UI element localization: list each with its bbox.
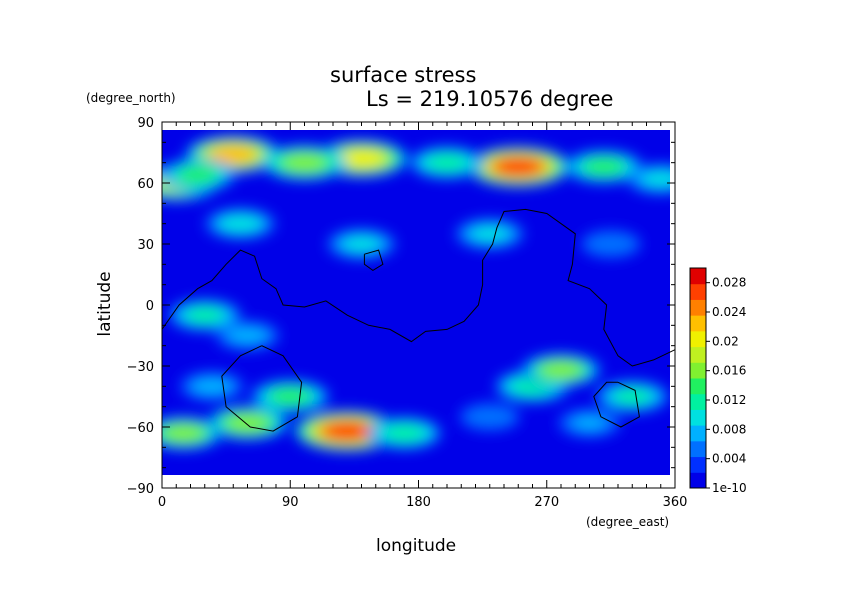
field-cell [320, 420, 374, 442]
contour-line-1 [161, 208, 676, 367]
colorbar-swatch [690, 346, 706, 363]
x-tick-label: 180 [406, 495, 431, 510]
colorbar-tick-label: 0.016 [712, 364, 746, 378]
x-axis: 0 90 180 270 360 [158, 122, 688, 510]
colorbar-tick-label: 0.004 [712, 452, 746, 466]
x-tick-label: 270 [534, 495, 559, 510]
colorbar-tick-label: 0.012 [712, 393, 746, 407]
field-cell [209, 145, 258, 164]
y-tick-label: 30 [137, 238, 154, 253]
field-cell [270, 388, 311, 405]
x-tick-label: 90 [282, 495, 299, 510]
y-tick-label: −30 [127, 360, 154, 375]
heatmap-field [162, 130, 670, 475]
field-cell [643, 171, 670, 187]
colorbar-swatch [690, 362, 706, 379]
colorbar-tick-label: 0.028 [712, 276, 746, 290]
colorbar-swatch [690, 378, 706, 395]
colorbar-swatch [690, 440, 706, 458]
colorbar-swatch [690, 393, 706, 410]
colorbar-tick-label: 0.008 [712, 422, 746, 436]
y-unit-label: (degree_north) [86, 91, 176, 105]
field-cell [283, 153, 326, 172]
field-cell [195, 378, 229, 394]
colorbar-swatch [690, 299, 706, 316]
field-cell [163, 424, 204, 442]
colorbar-tick-label: 0.024 [712, 305, 746, 319]
colorbar-swatch [690, 456, 706, 473]
coastline-contours [161, 208, 676, 432]
y-tick-label: 0 [146, 299, 154, 314]
field-cell [595, 236, 627, 252]
field-cell [338, 149, 385, 168]
colorbar-swatch [690, 283, 706, 300]
y-tick-label: −90 [127, 482, 154, 497]
field-cell [492, 156, 545, 177]
colorbar-swatch [690, 409, 706, 426]
contour-line-3 [593, 381, 640, 428]
contour-line-2 [221, 345, 303, 432]
y-tick-label: 90 [137, 116, 154, 131]
y-tick-label: −60 [127, 421, 154, 436]
field-cell [344, 236, 379, 252]
contour-line-4 [363, 249, 384, 271]
x-tick-label: 360 [663, 495, 688, 510]
field-cell [385, 425, 424, 442]
field-cell [428, 154, 466, 171]
chart-title: surface stress [330, 63, 477, 87]
field-cell [614, 388, 651, 405]
colorbar-swatch [690, 472, 706, 489]
field-cell [222, 215, 259, 232]
colorbar-swatch [690, 330, 706, 348]
x-tick-label: 0 [158, 495, 166, 510]
colorbar-tick-label: 1e-10 [712, 481, 747, 495]
colorbar-swatch [690, 315, 706, 332]
x-unit-label: (degree_east) [586, 515, 670, 529]
colorbar-frame [689, 267, 707, 489]
colorbar-tick-label: 0.02 [712, 334, 739, 348]
field-cell [226, 414, 269, 432]
colorbar: 0.028 0.024 0.02 0.016 0.012 0.008 0.004 1e-10 [689, 267, 747, 495]
chart-subtitle: Ls = 219.10576 degree [366, 87, 614, 111]
field-cell [583, 158, 624, 175]
y-axis: 90 60 30 0 −30 −60 −90 [127, 116, 675, 497]
field-cell [472, 226, 507, 242]
y-tick-label: 60 [137, 177, 154, 192]
x-axis-title: longitude [376, 536, 457, 556]
field-cell [573, 415, 606, 431]
colorbar-swatch [690, 268, 706, 285]
field-cell [186, 307, 223, 324]
field-cell [474, 409, 506, 424]
colorbar-swatch [690, 425, 706, 442]
field-cell [230, 328, 265, 343]
field-cell [178, 166, 217, 183]
field-cell [540, 361, 582, 379]
